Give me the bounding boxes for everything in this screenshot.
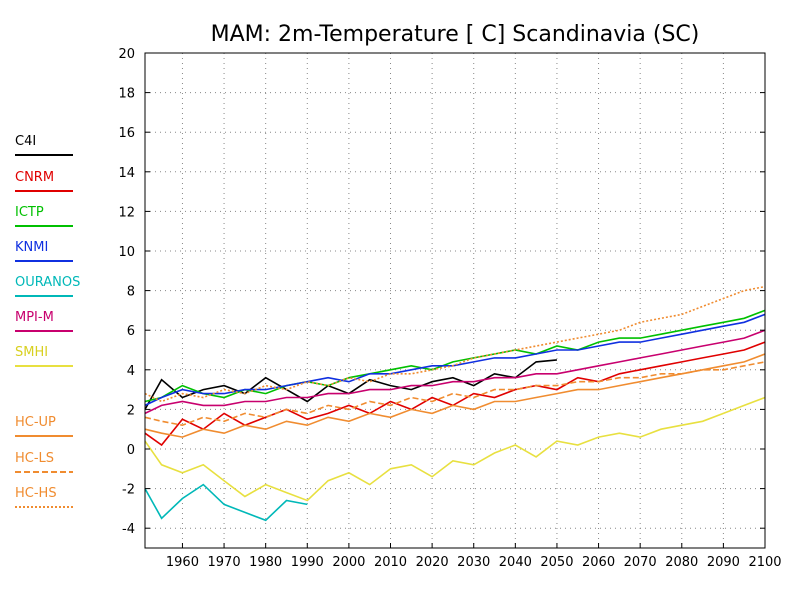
y-tick-label: 2 [127,403,135,418]
series-line-ictp [144,309,766,403]
x-tick-label: 2090 [707,555,740,570]
y-tick-label: -2 [122,483,135,498]
y-tick-label: 16 [118,126,135,141]
y-axis: -4 -2 0 2 4 6 8 10 12 14 16 18 20 [118,47,765,537]
legend-label: HC-LS [15,451,54,466]
y-tick-label: 4 [127,364,135,379]
legend: C4I CNRM ICTP KNMI OURANOS MPI-M SMHI HC-UP HC-L… [15,134,80,508]
legend-label: CNRM [15,170,54,185]
x-tick-label: 2010 [374,555,407,570]
y-tick-label: 6 [127,324,135,339]
y-tick-label: 10 [118,245,135,260]
grid-lines [145,52,766,548]
x-tick-label: 2080 [665,555,698,570]
legend-label: SMHI [15,345,48,360]
legend-label: HC-HS [15,486,57,501]
legend-label: ICTP [15,205,44,220]
x-tick-label: 2000 [332,555,365,570]
x-tick-label: 2050 [540,555,573,570]
x-tick-label: 2070 [624,555,657,570]
series-lines [144,285,766,522]
y-tick-label: 18 [118,87,135,102]
x-tick-label: 1990 [291,555,324,570]
y-tick-label: 0 [127,443,135,458]
y-tick-label: -4 [122,522,135,537]
plot-frame [144,52,766,549]
x-tick-label: 2060 [582,555,615,570]
x-tick-label: 1960 [166,555,199,570]
y-tick-label: 20 [118,47,135,62]
y-tick-label: 8 [127,285,135,300]
series-line-mpi-m [144,329,766,415]
x-tick-label: 2030 [457,555,490,570]
x-tick-label: 1970 [208,555,241,570]
series-line-hc-hs [144,285,766,403]
legend-label: C4I [15,134,36,149]
x-tick-label: 2020 [416,555,449,570]
legend-label: OURANOS [15,275,80,290]
legend-label: KNMI [15,240,48,255]
x-tick-label: 2040 [499,555,532,570]
legend-label: MPI-M [15,310,54,325]
x-tick-label: 1980 [249,555,282,570]
legend-label: HC-UP [15,415,56,430]
series-line-smhi [144,396,766,502]
chart-title: MAM: 2m-Temperature [ C] Scandinavia (SC… [211,22,700,47]
series-line-cnrm [144,341,766,447]
x-axis: 1960 1970 1980 1990 2000 2010 2020 2030 2040 2050… [166,543,782,570]
series-line-hc-up [144,353,766,438]
y-tick-label: 14 [118,166,135,181]
series-line-hc-ls [144,361,766,427]
y-tick-label: 12 [118,205,135,220]
series-line-ouranos [144,483,308,522]
x-tick-label: 2100 [748,555,781,570]
